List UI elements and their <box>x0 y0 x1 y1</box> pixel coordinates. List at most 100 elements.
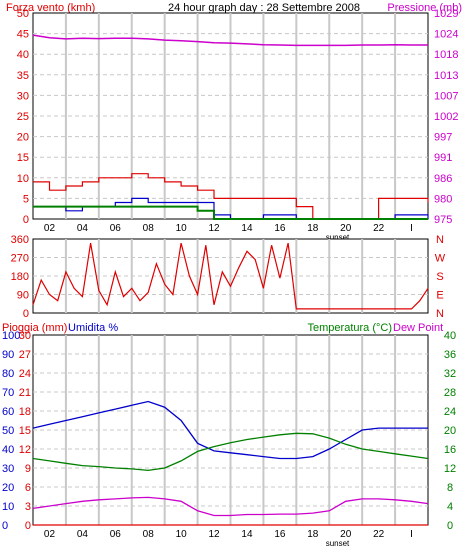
wind-axis-tick: 20 <box>17 132 29 144</box>
wind-axis-tick: 45 <box>17 29 29 41</box>
wind-axis-tick: 25 <box>17 111 29 123</box>
wind-direction-line <box>32 242 429 310</box>
temperature-axis-tick: 12 <box>444 463 456 475</box>
climate-x-tick: 20 <box>340 529 352 540</box>
wind-axis-tick: 30 <box>17 90 29 102</box>
rain-axis-tick: 9 <box>25 463 31 475</box>
wind-axis-tick: 50 <box>17 8 29 20</box>
rain-axis-tick: 0 <box>25 520 31 532</box>
rain-axis-tick: 30 <box>19 330 31 342</box>
humidity-axis-tick: 60 <box>2 406 14 418</box>
climate-x-tick: 18 <box>307 529 319 540</box>
pressure-axis-tick: 1007 <box>434 90 458 102</box>
sunset-label-bottom: sunset <box>326 539 350 548</box>
direction-axis-tick: 180 <box>11 271 29 283</box>
rain-label: Pioggia (mm) <box>2 322 67 334</box>
humidity-axis-tick: 10 <box>2 501 14 513</box>
wind-axis-tick: 0 <box>23 214 29 226</box>
dewpoint-line <box>32 496 429 517</box>
pressure-axis-tick: 997 <box>434 132 452 144</box>
wind-axis-tick: 35 <box>17 70 29 82</box>
wind-alt-line <box>33 205 428 220</box>
pressure-axis-tick: 1002 <box>434 111 458 123</box>
rain-axis-tick: 21 <box>19 387 31 399</box>
humidity-axis-tick: 40 <box>2 444 14 456</box>
direction-compass-letter: N <box>436 234 444 246</box>
humidity-axis-tick: 100 <box>2 330 20 342</box>
rain-axis-tick: 24 <box>19 368 31 380</box>
wind-x-tick: 04 <box>77 223 89 234</box>
rain-axis-tick: 6 <box>25 482 31 494</box>
temperature-axis-tick: 28 <box>444 387 456 399</box>
climate-x-tick: I <box>410 529 413 540</box>
temperature-axis-tick: 0 <box>447 520 453 532</box>
wind-axis-tick: 15 <box>17 152 29 164</box>
header-date-title: 24 hour graph day : 28 Settembre 2008 <box>168 2 360 14</box>
pressure-axis-tick: 991 <box>434 152 452 164</box>
climate-x-tick: 22 <box>373 529 385 540</box>
direction-compass-letter: W <box>435 253 446 265</box>
humidity-axis-tick: 80 <box>2 368 14 380</box>
humidity-line <box>32 400 428 460</box>
direction-axis-tick: 270 <box>11 253 29 265</box>
rain-axis-tick: 18 <box>19 406 31 418</box>
wind-x-tick: 14 <box>241 223 253 234</box>
rain-axis-tick: 3 <box>25 501 31 513</box>
rain-axis-tick: 12 <box>19 444 31 456</box>
header-wind-label: Forza vento (kmh) <box>6 2 95 14</box>
temperature-axis-tick: 40 <box>444 330 456 342</box>
wind-x-tick: 16 <box>274 223 286 234</box>
temperature-axis-tick: 16 <box>444 444 456 456</box>
sunset-label-top: sunset <box>326 233 350 242</box>
climate-x-tick: 02 <box>44 529 56 540</box>
humidity-axis-tick: 0 <box>2 520 8 532</box>
temperature-axis-tick: 36 <box>444 349 456 361</box>
pressure-axis-tick: 1013 <box>434 70 458 82</box>
rain-axis-tick: 27 <box>19 349 31 361</box>
temperature-axis-tick: 24 <box>444 406 456 418</box>
direction-axis-tick: 360 <box>11 234 29 246</box>
temperature-axis-tick: 32 <box>444 368 456 380</box>
direction-compass-letter: N <box>436 308 444 320</box>
wind-x-tick: 22 <box>373 223 385 234</box>
wind-axis-tick: 40 <box>17 49 29 61</box>
temperature-axis-tick: 8 <box>447 482 453 494</box>
temperature-axis-tick: 4 <box>447 501 453 513</box>
pressure-line <box>32 34 428 47</box>
wind-x-tick: 20 <box>340 223 352 234</box>
pressure-axis-tick: 980 <box>434 193 452 205</box>
temperature-label: Temperatura (°C) <box>308 322 392 334</box>
humidity-axis-tick: 50 <box>2 425 14 437</box>
climate-x-tick: 04 <box>77 529 89 540</box>
pressure-axis-tick: 1018 <box>434 49 458 61</box>
rain-axis-tick: 15 <box>19 425 31 437</box>
humidity-axis-tick: 90 <box>2 349 14 361</box>
direction-axis-tick: 0 <box>23 308 29 320</box>
humidity-axis-tick: 20 <box>2 482 14 494</box>
temperature-line <box>32 432 429 472</box>
wind-x-tick: 02 <box>44 223 56 234</box>
wind-x-tick: 08 <box>143 223 155 234</box>
pressure-axis-tick: 1029 <box>434 8 458 20</box>
climate-x-tick: 12 <box>208 529 220 540</box>
humidity-label: Umidita % <box>68 322 118 334</box>
wind-x-tick: I <box>410 223 413 234</box>
climate-x-tick: 08 <box>143 529 155 540</box>
direction-compass-letter: E <box>436 290 443 302</box>
direction-axis-tick: 90 <box>17 290 29 302</box>
climate-x-tick: 14 <box>241 529 253 540</box>
pressure-axis-tick: 1024 <box>434 29 458 41</box>
wind-axis-tick: 10 <box>17 173 29 185</box>
wind-x-tick: 18 <box>307 223 319 234</box>
wind-x-tick: 06 <box>110 223 122 234</box>
pressure-axis-tick: 986 <box>434 173 452 185</box>
humidity-axis-tick: 70 <box>2 387 14 399</box>
wind-x-tick: 12 <box>208 223 220 234</box>
humidity-axis-tick: 30 <box>2 463 14 475</box>
direction-compass-letter: S <box>436 271 443 283</box>
temperature-axis-tick: 20 <box>444 425 456 437</box>
climate-x-tick: 10 <box>176 529 188 540</box>
header-pressure-label: Pressione (mb) <box>387 2 462 14</box>
